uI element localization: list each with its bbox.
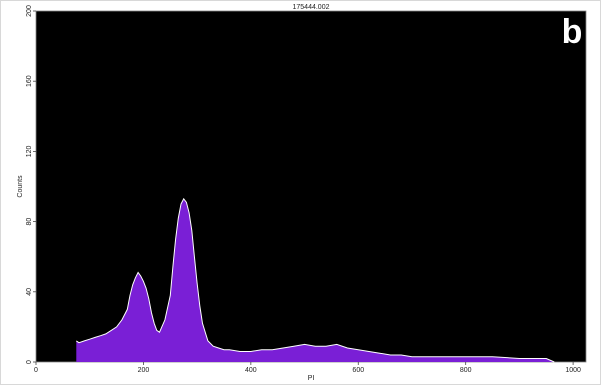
x-tick-label: 400 — [245, 367, 257, 374]
x-tick-label: 800 — [460, 367, 472, 374]
y-tick-label: 0 — [26, 360, 33, 364]
y-tick-label: 160 — [26, 75, 33, 87]
x-axis-title: PI — [308, 375, 315, 382]
y-tick-label: 80 — [26, 218, 33, 226]
axes-layer: 0 200 400 600 800 1000 0 40 80 120 160 200 — [26, 5, 581, 374]
chart-title: 175444.002 — [293, 4, 330, 11]
x-tick-label: 200 — [138, 367, 150, 374]
histogram-area-series-0 — [76, 198, 555, 362]
y-tick-label: 200 — [26, 5, 33, 17]
y-tick-label: 120 — [26, 145, 33, 157]
x-tick-label: 1000 — [565, 367, 581, 374]
series-layer — [76, 197, 555, 363]
histogram-outline-series-0 — [76, 197, 555, 363]
plot-area — [35, 10, 587, 363]
y-axis-title: Counts — [17, 175, 24, 198]
x-tick-label: 600 — [352, 367, 364, 374]
y-tick-label: 40 — [26, 288, 33, 296]
x-tick-label: 0 — [34, 367, 38, 374]
panel-label: b — [562, 13, 583, 51]
